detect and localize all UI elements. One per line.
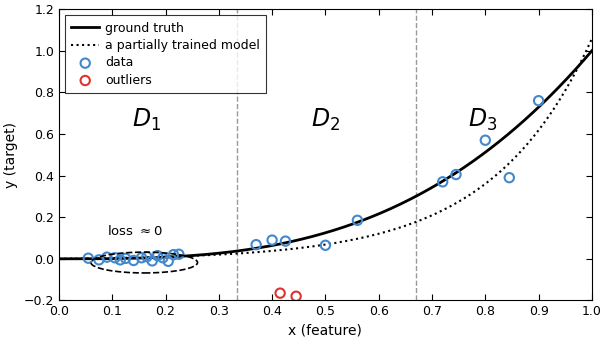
data: [115, 257, 125, 263]
ground truth: [308, 235, 316, 239]
outliers: [275, 290, 285, 296]
ground truth: [588, 49, 596, 53]
ground truth: [55, 257, 62, 261]
data: [158, 255, 168, 261]
ground truth: [492, 142, 499, 146]
a partially trained model: [308, 245, 316, 249]
data: [438, 179, 447, 185]
Text: $D_2$: $D_2$: [311, 106, 340, 133]
Line: a partially trained model: a partially trained model: [59, 39, 592, 259]
data: [481, 137, 490, 143]
data: [147, 258, 157, 264]
Text: loss $\approx 0$: loss $\approx 0$: [107, 224, 162, 238]
ground truth: [311, 234, 319, 238]
a partially trained model: [576, 63, 583, 67]
data: [128, 258, 138, 263]
a partially trained model: [373, 232, 380, 236]
ground truth: [344, 224, 351, 228]
data: [110, 255, 120, 261]
a partially trained model: [588, 37, 596, 41]
data: [84, 255, 93, 261]
data: [353, 218, 362, 223]
a partially trained model: [492, 173, 499, 177]
data: [451, 172, 461, 177]
data: [121, 256, 130, 261]
data: [137, 255, 147, 261]
data: [504, 175, 514, 181]
a partially trained model: [55, 257, 62, 261]
outliers: [291, 293, 301, 299]
data: [153, 253, 162, 259]
data: [321, 242, 330, 248]
data: [267, 237, 277, 243]
data: [142, 254, 152, 260]
data: [164, 259, 173, 264]
Text: $D_1$: $D_1$: [132, 106, 161, 133]
Text: $D_3$: $D_3$: [468, 106, 498, 133]
ground truth: [576, 63, 583, 67]
Legend: ground truth, a partially trained model, data, outliers: ground truth, a partially trained model,…: [65, 15, 266, 93]
data: [281, 238, 290, 244]
data: [94, 257, 104, 263]
X-axis label: x (feature): x (feature): [288, 324, 362, 338]
data: [102, 254, 112, 260]
data: [174, 251, 184, 257]
data: [534, 98, 544, 103]
a partially trained model: [344, 239, 351, 243]
Y-axis label: y (target): y (target): [4, 122, 18, 188]
data: [168, 252, 178, 258]
data: [251, 242, 261, 247]
Line: ground truth: ground truth: [59, 51, 592, 259]
ground truth: [373, 213, 380, 217]
a partially trained model: [311, 244, 319, 248]
